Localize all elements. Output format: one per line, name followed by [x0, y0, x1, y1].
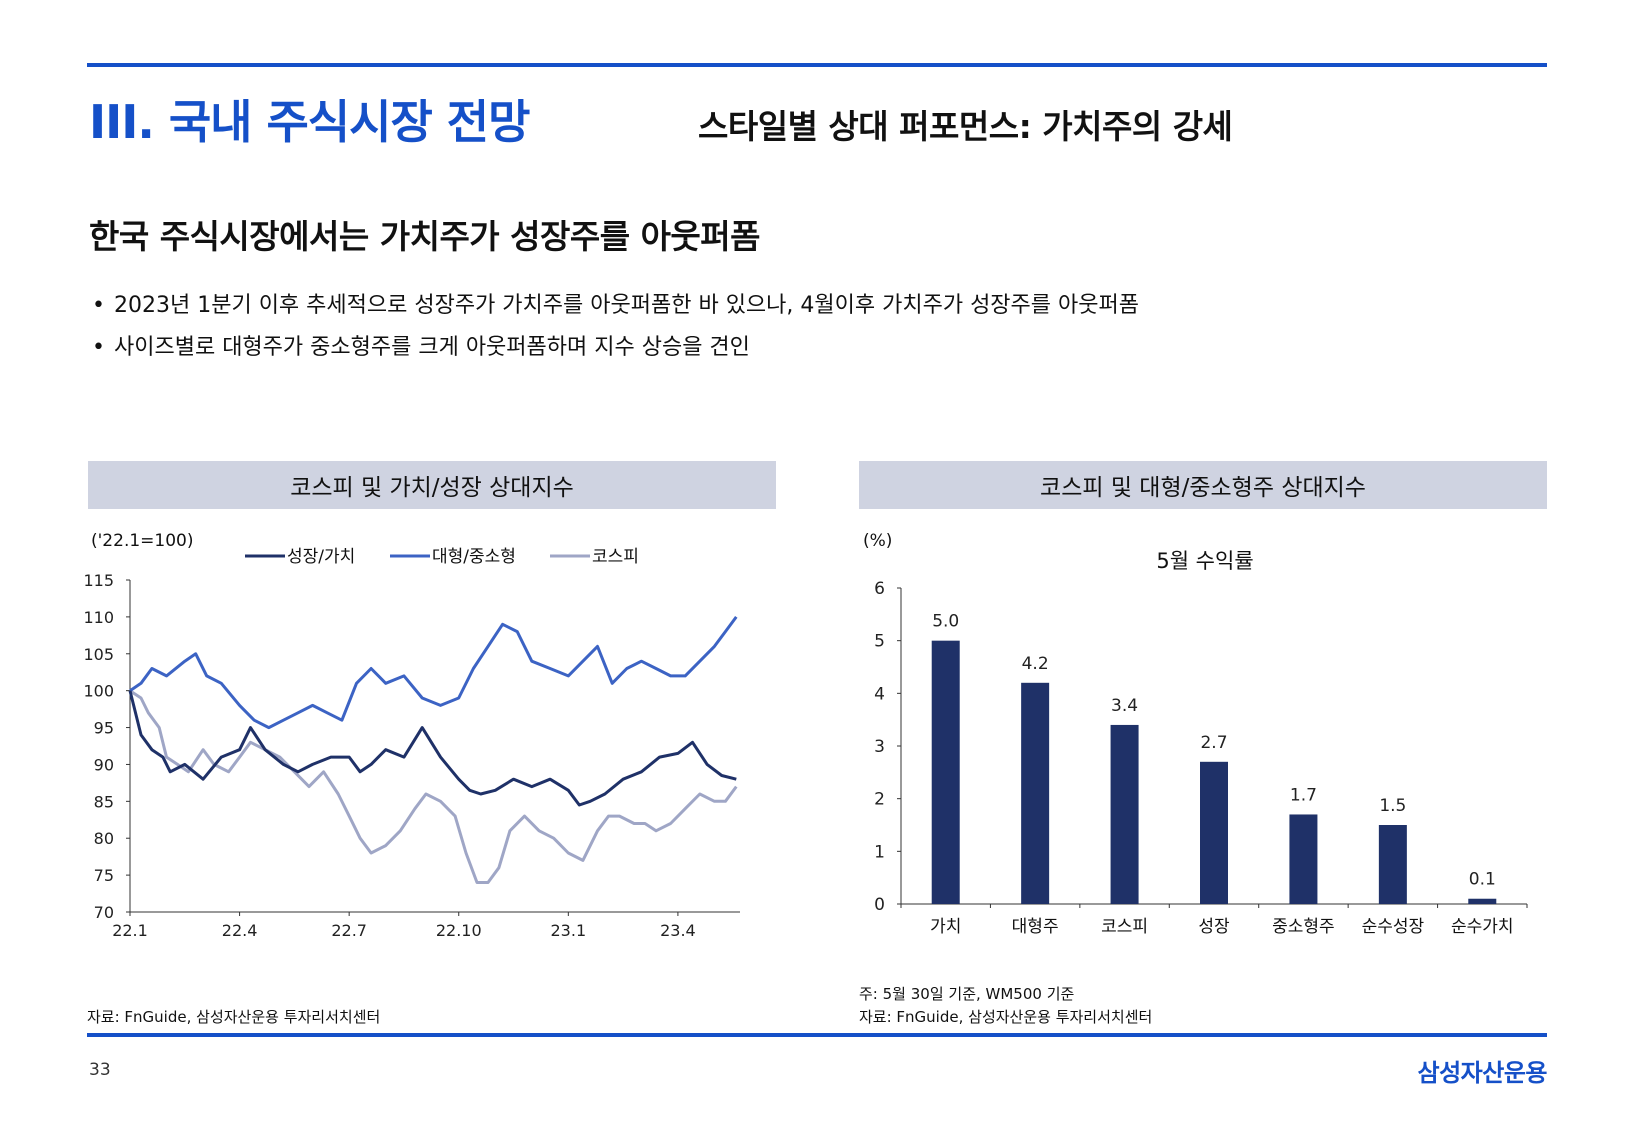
- y-tick-label: 110: [85, 608, 114, 627]
- bullet-dot: •: [92, 335, 105, 360]
- y-tick-label: 2: [874, 790, 885, 810]
- right-source: 자료: FnGuide, 삼성자산운용 투자리서치센터: [859, 1008, 1153, 1026]
- line-series-path: [129, 616, 738, 730]
- x-tick-label: 22.10: [436, 921, 482, 940]
- x-tick-label: 22.1: [112, 921, 148, 940]
- line-chart-legend: 성장/가치 대형/중소형 코스피: [245, 547, 639, 567]
- line-chart-x-axis: 22.1 22.4 22.7 22.10 23.1 23.4: [112, 911, 740, 940]
- y-tick-label: 4: [874, 684, 885, 704]
- bar: [1110, 724, 1139, 904]
- bar-value-label: 4.2: [1022, 654, 1049, 674]
- headline: 한국 주식시장에서는 가치주가 성장주를 아웃퍼폼: [89, 217, 761, 256]
- line-chart-series: [128, 616, 738, 884]
- y-tick-label: 75: [94, 866, 114, 885]
- y-tick-label: 3: [874, 737, 885, 757]
- x-tick-label: 22.7: [331, 921, 367, 940]
- y-tick-label: 95: [94, 719, 114, 738]
- y-tick-label: 90: [94, 755, 114, 774]
- bar-value-label: 1.5: [1379, 796, 1406, 816]
- bullet-item: • 2023년 1분기 이후 추세적으로 성장주가 가치주를 아웃퍼폼한 바 있으…: [92, 287, 1139, 319]
- y-tick-label: 6: [874, 579, 885, 599]
- x-category-label: 대형주: [1012, 917, 1059, 937]
- y-tick-label: 80: [94, 829, 114, 848]
- y-tick-label: 0: [874, 895, 885, 915]
- x-tick-label: 23.1: [551, 921, 587, 940]
- bullet-dot: •: [92, 293, 105, 318]
- x-tick-label: 23.4: [660, 921, 696, 940]
- left-source: 자료: FnGuide, 삼성자산운용 투자리서치센터: [87, 1008, 381, 1026]
- bullet-text: 2023년 1분기 이후 추세적으로 성장주가 가치주를 아웃퍼폼한 바 있으나…: [114, 293, 1139, 318]
- page-number: 33: [89, 1060, 111, 1080]
- x-category-label: 코스피: [1101, 917, 1148, 937]
- bar: [1378, 825, 1407, 904]
- x-category-label: 성장: [1198, 917, 1230, 937]
- slide-subtitle: 스타일별 상대 퍼포먼스: 가치주의 강세: [698, 107, 1233, 146]
- section-title: III. 국내 주식시장 전망: [89, 95, 530, 149]
- y-tick-label: 70: [94, 903, 114, 922]
- bar-chart-y-axis: 0 1 2 3 4 5 6: [874, 579, 1528, 915]
- left-panel-header: 코스피 및 가치/성장 상대지수: [88, 461, 776, 509]
- bar: [1200, 761, 1228, 904]
- brand-logo: 삼성자산운용: [1417, 1059, 1548, 1087]
- line-chart-unit-label: ('22.1=100): [91, 531, 193, 551]
- right-note: 주: 5월 30일 기준, WM500 기준: [859, 985, 1075, 1003]
- x-category-label: 중소형주: [1272, 917, 1335, 937]
- y-tick-label: 1: [874, 842, 885, 862]
- top-rule: [87, 63, 1547, 67]
- right-panel-header: 코스피 및 대형/중소형주 상대지수: [859, 461, 1547, 509]
- x-category-label: 가치: [930, 917, 961, 937]
- bar-value-label: 3.4: [1111, 696, 1138, 716]
- bar-chart-title: 5월 수익률: [1156, 549, 1253, 573]
- bar: [1289, 814, 1318, 904]
- bar-chart-bars: 5.0 가치 4.2 대형주 3.4 코스피 2.7 성장 1.7 중소형주 1.5 순수성장 0.1 순…: [930, 612, 1513, 937]
- y-tick-label: 105: [85, 645, 114, 664]
- line-chart-y-axis: 70 75 80 85 90 95 100 105 110 115: [85, 571, 131, 922]
- bar: [1021, 682, 1050, 904]
- bar-value-label: 2.7: [1200, 733, 1227, 753]
- bar: [1468, 898, 1497, 904]
- bullet-item: • 사이즈별로 대형주가 중소형주를 크게 아웃퍼폼하며 지수 상승을 견인: [92, 329, 750, 361]
- legend-label: 대형/중소형: [432, 547, 516, 567]
- line-series-path: [128, 690, 737, 807]
- y-tick-label: 85: [94, 792, 114, 811]
- line-series-path: [129, 689, 738, 884]
- x-category-label: 순수성장: [1362, 917, 1425, 937]
- x-tick-label: 22.4: [222, 921, 258, 940]
- bar-value-label: 0.1: [1469, 870, 1496, 890]
- legend-label: 성장/가치: [287, 547, 355, 567]
- bar-chart-unit-label: (%): [863, 531, 892, 551]
- bar-chart: (%) 5월 수익률 0 1 2 3 4 5 6 5.0 가치 4.2 대형주 3.4 코스피 2.7 성…: [863, 531, 1528, 937]
- bullet-text: 사이즈별로 대형주가 중소형주를 크게 아웃퍼폼하며 지수 상승을 견인: [114, 335, 750, 360]
- x-category-label: 순수가치: [1451, 917, 1514, 937]
- y-tick-label: 100: [85, 682, 114, 701]
- bar: [931, 640, 960, 904]
- bar-value-label: 1.7: [1290, 785, 1317, 805]
- y-tick-label: 5: [874, 632, 885, 652]
- line-chart: ('22.1=100) 성장/가치 대형/중소형 코스피 70 75 80 85 90 95 1…: [85, 531, 740, 940]
- y-tick-label: 115: [85, 571, 114, 590]
- bar-value-label: 5.0: [932, 612, 959, 632]
- legend-label: 코스피: [592, 547, 639, 567]
- bottom-rule: [87, 1033, 1547, 1037]
